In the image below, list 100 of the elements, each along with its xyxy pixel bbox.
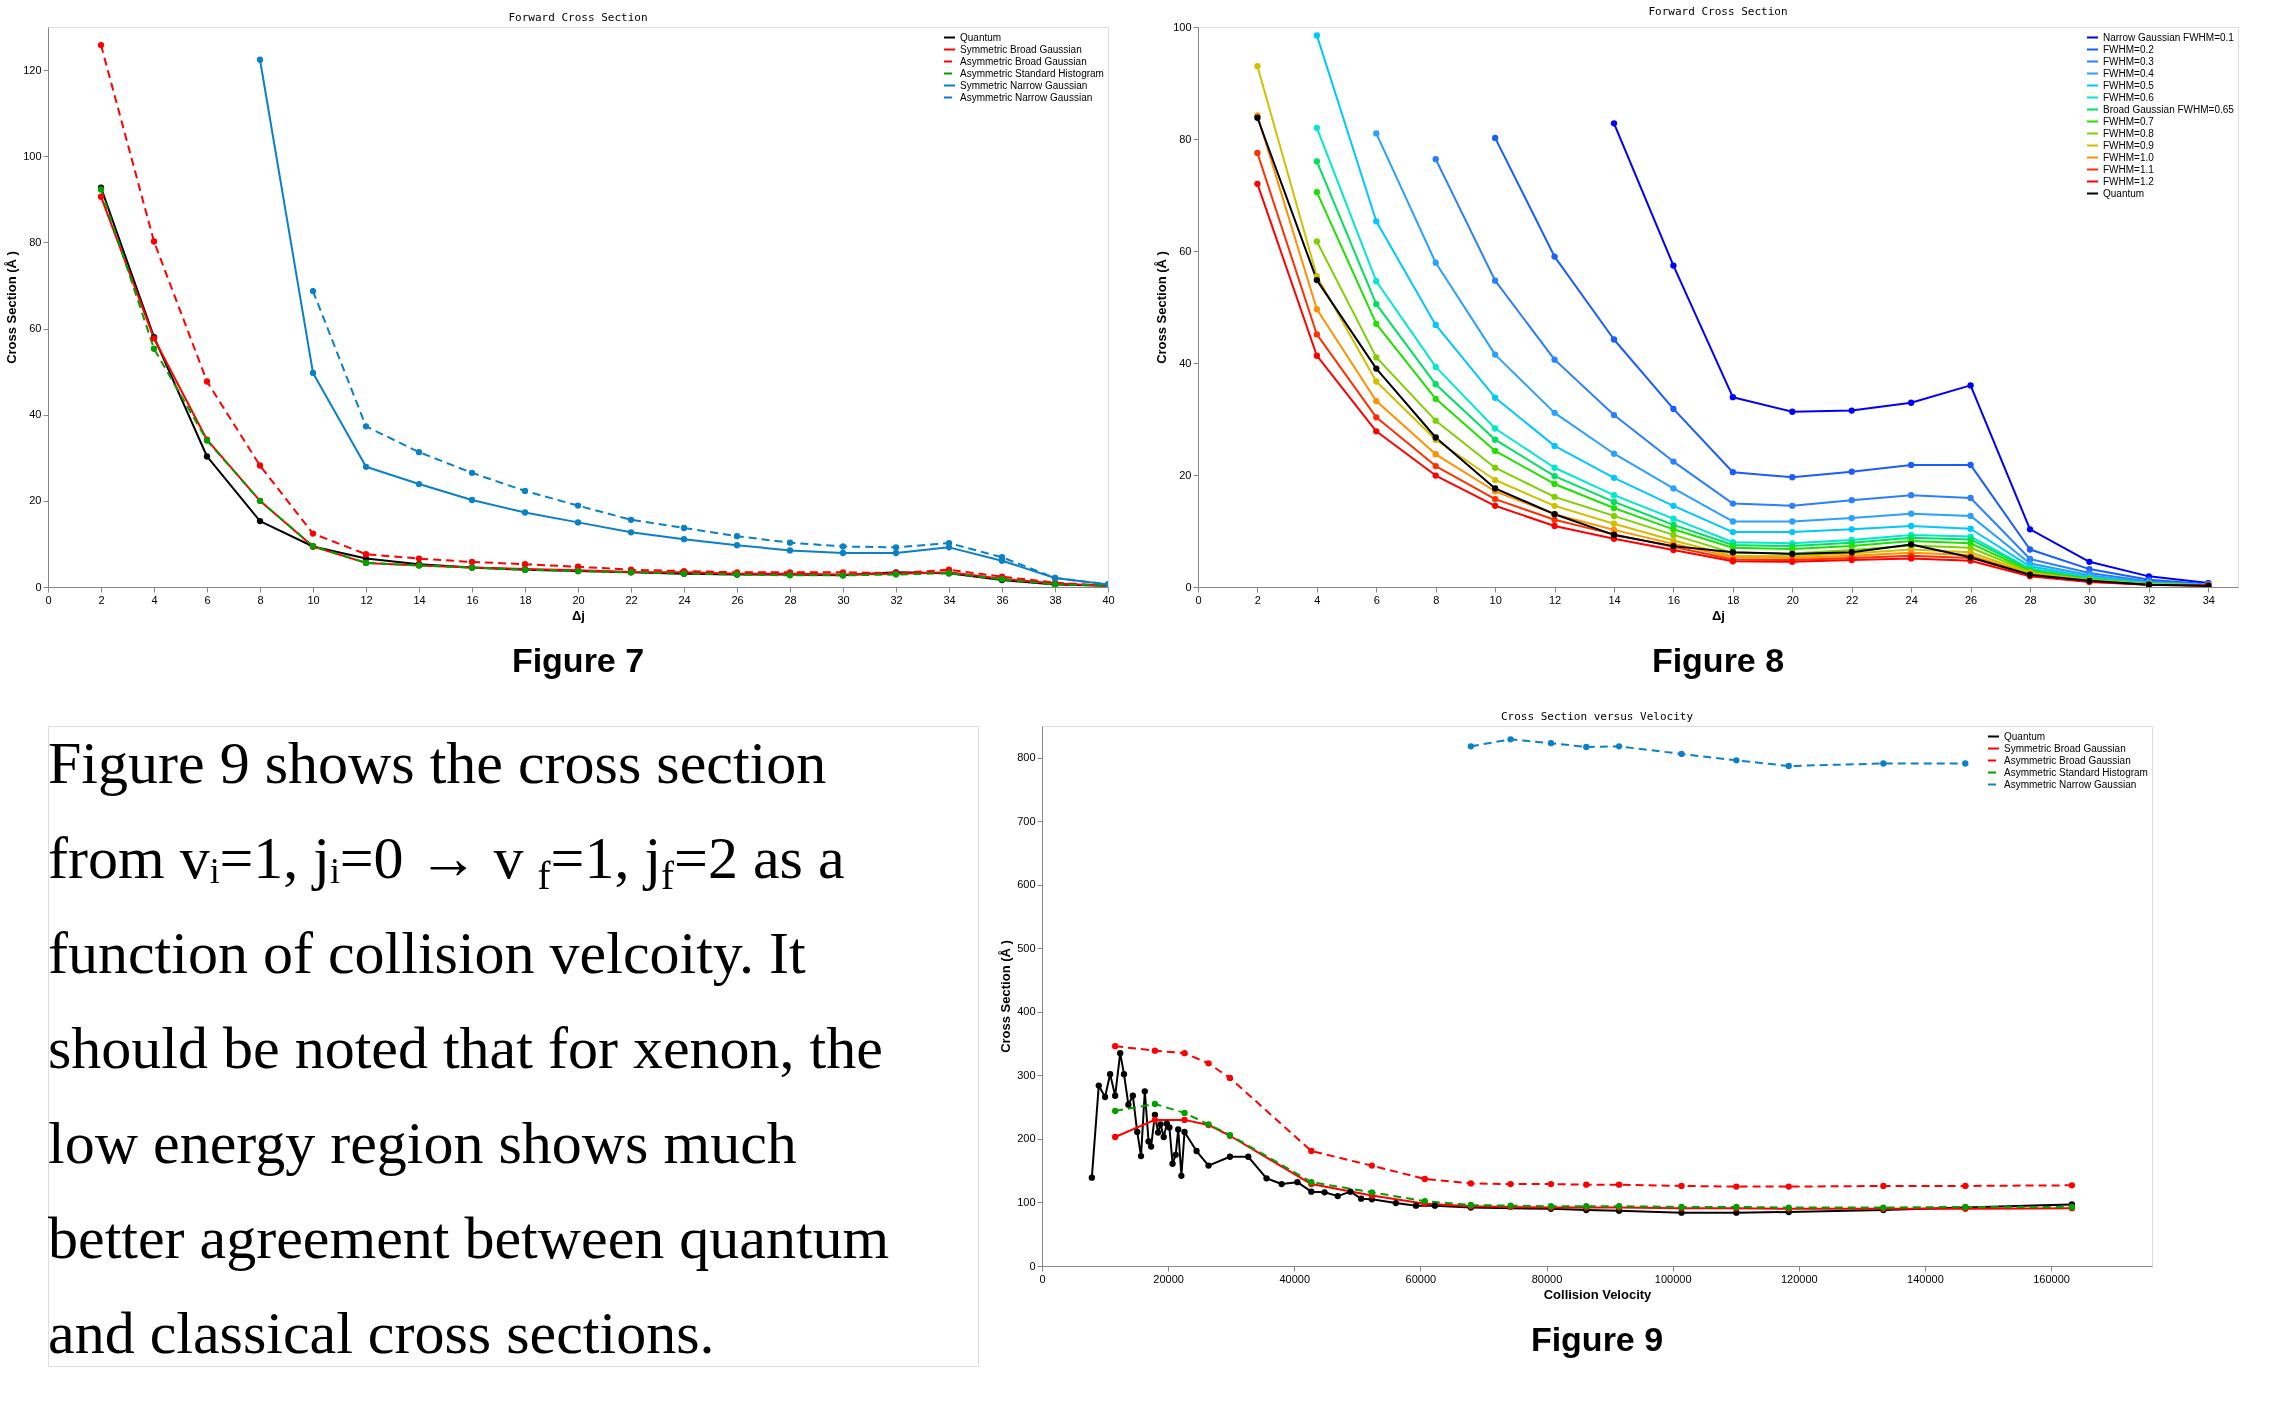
y-tick-label: 20: [1179, 468, 1192, 481]
text: better agreement between quantum: [48, 1205, 890, 1271]
x-tick-label: 26: [1964, 593, 1978, 606]
legend-label: Symmetric Broad Gaussian: [2004, 742, 2126, 754]
x-tick-label: 10: [1489, 593, 1502, 606]
x-tick-label: 18: [519, 593, 532, 606]
x-tick-label: 0: [45, 593, 52, 606]
chart-title: Cross Section versus Velocity: [1500, 710, 1694, 723]
x-tick-label: 20: [1786, 593, 1799, 606]
x-tick-label: 0: [1039, 1272, 1046, 1285]
x-tick-label: 18: [1727, 593, 1740, 606]
chart-title: Forward Cross Section: [1648, 5, 1788, 18]
legend-label: Broad Gaussian FWHM=0.65: [2103, 103, 2235, 115]
x-tick-label: 2: [1254, 593, 1261, 606]
x-tick-label: 60000: [1405, 1272, 1437, 1285]
y-tick-label: 120: [23, 63, 42, 76]
x-axis-title: Collision Velocity: [1543, 1286, 1653, 1302]
legend-label: FWHM=0.4: [2103, 67, 2155, 79]
x-tick-label: 16: [1667, 593, 1681, 606]
legend-label: Symmetric Broad Gaussian: [960, 43, 1082, 55]
text: and classical cross sections.: [48, 1300, 715, 1366]
x-tick-label: 16: [466, 593, 479, 606]
y-tick-label: 300: [1017, 1068, 1036, 1081]
legend-label: Asymmetric Standard Histogram: [2004, 766, 2148, 778]
y-tick-label: 100: [1173, 20, 1192, 33]
legend-label: Quantum: [2004, 730, 2046, 742]
x-tick-label: 6: [1373, 593, 1380, 606]
x-tick-label: 30: [837, 593, 850, 606]
legend-label: Symmetric Narrow Gaussian: [960, 79, 1088, 91]
legend-label: FWHM=1.0: [2103, 151, 2155, 163]
y-tick-label: 100: [1017, 1195, 1036, 1208]
legend-label: FWHM=1.2: [2103, 175, 2155, 187]
legend-label: Quantum: [960, 31, 1002, 43]
legend-label: FWHM=0.3: [2103, 55, 2155, 67]
legend-label: Asymmetric Narrow Gaussian: [960, 91, 1093, 103]
x-tick-label: 14: [1608, 593, 1621, 606]
y-tick-label: 0: [35, 580, 42, 593]
x-tick-label: 38: [1049, 593, 1062, 606]
caption: Figure 9: [1530, 1320, 1664, 1358]
y-tick-label: 0: [1029, 1259, 1036, 1272]
x-tick-label: 20: [572, 593, 585, 606]
text: low energy region shows much: [48, 1110, 797, 1176]
text: should be noted that for xenon, the: [48, 1015, 883, 1081]
x-tick-label: 32: [2143, 593, 2156, 606]
x-tick-label: 80000: [1531, 1272, 1563, 1285]
y-tick-label: 0: [1185, 580, 1192, 593]
x-tick-label: 160000: [2033, 1272, 2070, 1285]
legend-label: Asymmetric Broad Gaussian: [2004, 754, 2131, 766]
y-tick-label: 60: [29, 322, 42, 335]
y-tick-label: 800: [1017, 751, 1036, 764]
y-tick-label: 80: [29, 235, 42, 248]
legend-label: Asymmetric Standard Histogram: [960, 67, 1104, 79]
x-tick-label: 10: [307, 593, 320, 606]
legend-label: FWHM=0.2: [2103, 43, 2155, 55]
x-tick-label: 4: [151, 593, 158, 606]
x-tick-label: 140000: [1907, 1272, 1944, 1285]
legend-label: FWHM=0.7: [2103, 115, 2155, 127]
x-tick-label: 8: [257, 593, 264, 606]
x-tick-label: 24: [1905, 593, 1918, 606]
y-tick-label: 500: [1017, 941, 1036, 954]
x-tick-label: 28: [2024, 593, 2037, 606]
y-tick-label: 40: [1179, 356, 1192, 369]
y-tick-label: 60: [1179, 244, 1192, 257]
x-tick-label: 100000: [1654, 1272, 1692, 1285]
caption: Figure 9 shows the cross section: [48, 730, 827, 796]
legend-label: FWHM=0.5: [2103, 79, 2155, 91]
x-tick-label: 22: [625, 593, 638, 606]
caption: Figure 8: [1651, 641, 1785, 679]
x-tick-label: 24: [678, 593, 691, 606]
legend-label: FWHM=0.8: [2103, 127, 2155, 139]
y-tick-label: 80: [1179, 132, 1192, 145]
x-tick-label: 14: [413, 593, 426, 606]
x-tick-label: 2: [98, 593, 105, 606]
x-axis-title: Δj: [1712, 607, 1725, 623]
x-tick-label: 32: [890, 593, 903, 606]
x-tick-label: 4: [1314, 593, 1321, 606]
y-tick-label: 20: [29, 494, 42, 507]
x-tick-label: 0: [1195, 593, 1202, 606]
y-tick-label: 200: [1017, 1132, 1036, 1145]
text: function of collision velcoity. It: [48, 920, 806, 986]
legend-label: FWHM=0.6: [2103, 91, 2155, 103]
x-tick-label: 12: [360, 593, 373, 606]
x-tick-label: 8: [1433, 593, 1440, 606]
x-tick-label: 12: [1548, 593, 1562, 606]
y-tick-label: 600: [1017, 878, 1036, 891]
legend-label: Quantum: [2103, 187, 2145, 199]
x-axis-title: Δj: [572, 607, 585, 623]
y-tick-label: 100: [23, 149, 42, 162]
y-tick-label: 400: [1017, 1005, 1036, 1018]
x-tick-label: 30: [2083, 593, 2097, 606]
legend-label: FWHM=1.1: [2103, 163, 2155, 175]
y-axis-title: Cross Section (Å ): [998, 940, 1014, 1053]
y-axis-title: Cross Section (Å ): [1154, 251, 1170, 364]
legend-label: Asymmetric Broad Gaussian: [960, 55, 1087, 67]
x-tick-label: 34: [943, 593, 956, 606]
x-tick-label: 34: [2202, 593, 2215, 606]
x-tick-label: 36: [996, 593, 1009, 606]
x-tick-label: 6: [204, 593, 211, 606]
legend-label: FWHM=0.9: [2103, 139, 2155, 151]
x-tick-label: 22: [1846, 593, 1859, 606]
